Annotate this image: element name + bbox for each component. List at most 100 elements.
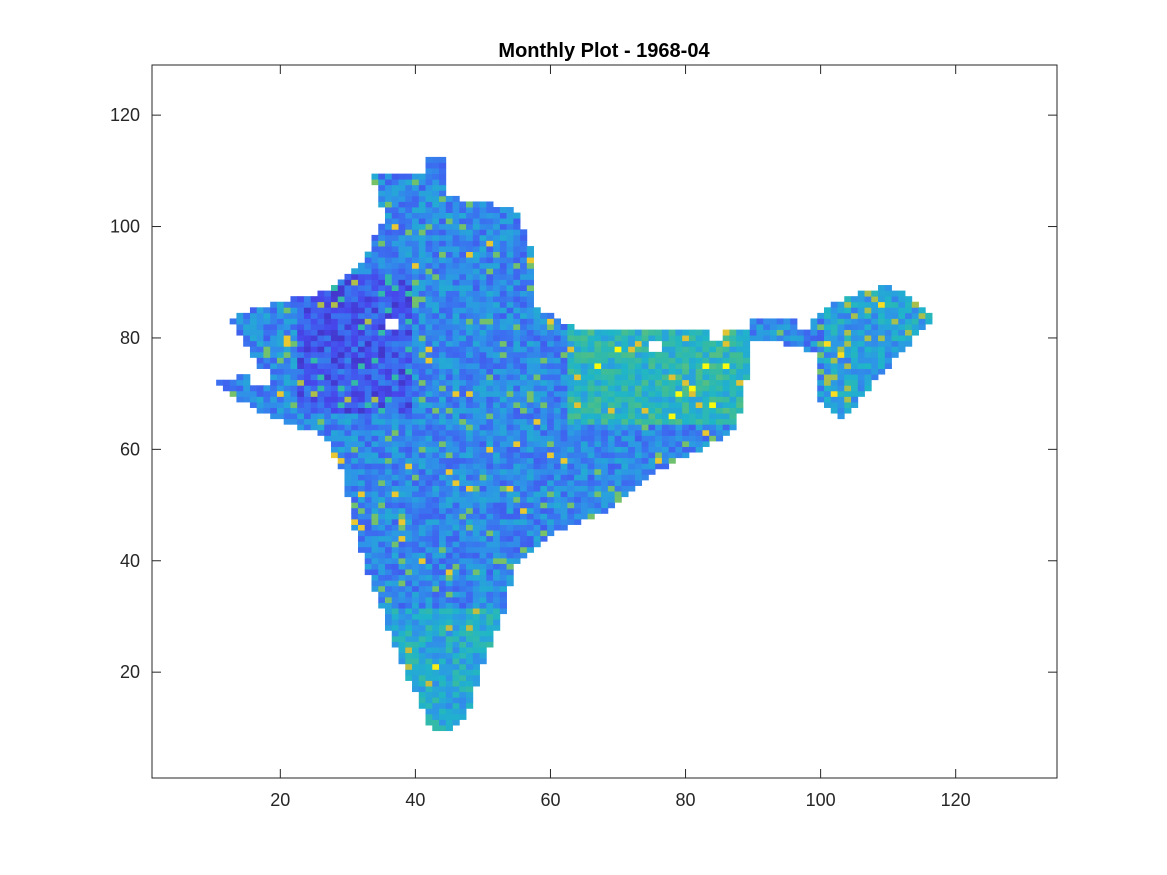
heatmap-cell (479, 452, 487, 459)
heatmap-cell (412, 184, 420, 191)
heatmap-cell (297, 318, 305, 325)
y-tick-label: 120 (110, 105, 140, 125)
heatmap-cell (236, 390, 244, 397)
heatmap-cell (432, 335, 440, 342)
heatmap-cell (398, 619, 406, 626)
heatmap-cell (432, 507, 440, 514)
heatmap-cell (364, 351, 372, 358)
heatmap-cell (722, 357, 730, 364)
heatmap-cell (412, 190, 420, 197)
heatmap-cell (466, 569, 474, 576)
heatmap-cell (290, 357, 298, 364)
heatmap-cell (520, 463, 528, 470)
heatmap-cell (560, 402, 568, 408)
heatmap-cell (466, 324, 474, 330)
heatmap-cell (472, 502, 480, 509)
heatmap-cell (594, 463, 602, 470)
heatmap-cell (547, 329, 555, 336)
heatmap-cell (459, 697, 467, 704)
heatmap-cell (385, 251, 393, 258)
heatmap-cell (884, 307, 892, 314)
heatmap-cell (567, 429, 575, 436)
heatmap-cell (378, 563, 386, 570)
heatmap-cell (540, 413, 548, 420)
heatmap-cell (445, 658, 453, 665)
heatmap-cell (378, 268, 386, 275)
heatmap-cell (486, 301, 494, 308)
heatmap-cell (405, 552, 413, 559)
heatmap-cell (243, 335, 251, 342)
heatmap-cell (385, 351, 393, 358)
heatmap-cell (256, 357, 264, 364)
heatmap-cell (459, 474, 467, 481)
heatmap-cell (439, 546, 447, 553)
heatmap-cell (472, 535, 480, 542)
heatmap-cell (405, 596, 413, 603)
heatmap-cell (688, 396, 697, 403)
heatmap-cell (425, 435, 433, 442)
heatmap-cell (493, 552, 501, 559)
heatmap-cell (371, 329, 379, 336)
heatmap-cell (324, 402, 332, 408)
heatmap-cell (391, 296, 399, 303)
heatmap-cell (418, 418, 426, 425)
heatmap-cell (351, 507, 359, 514)
heatmap-cell (452, 574, 460, 581)
heatmap-cell (432, 223, 440, 230)
heatmap-cell (520, 363, 528, 369)
heatmap-cell (459, 312, 467, 319)
heatmap-cell (486, 418, 494, 425)
heatmap-cell (357, 502, 366, 509)
heatmap-cell (337, 418, 345, 425)
heatmap-cell (459, 357, 467, 364)
heatmap-cell (506, 346, 514, 353)
heatmap-cell (736, 329, 744, 336)
heatmap-cell (493, 212, 501, 219)
heatmap-cell (412, 357, 420, 364)
heatmap-cell (466, 223, 474, 230)
heatmap-cell (479, 207, 487, 214)
heatmap-cell (506, 240, 514, 247)
heatmap-cell (466, 596, 474, 603)
heatmap-cell (547, 312, 555, 319)
heatmap-cell (385, 329, 393, 336)
heatmap-cell (634, 446, 643, 453)
heatmap-cell (445, 535, 453, 542)
heatmap-cell (459, 502, 467, 509)
heatmap-cell (594, 335, 602, 342)
heatmap-cell (385, 173, 393, 180)
heatmap-cell (472, 513, 480, 520)
heatmap-cell (466, 574, 474, 581)
heatmap-cell (324, 368, 332, 375)
heatmap-cell (452, 608, 460, 615)
heatmap-cell (276, 351, 285, 358)
heatmap-cell (547, 452, 555, 459)
heatmap-cell (378, 557, 386, 564)
heatmap-cell (378, 251, 386, 258)
heatmap-cell (520, 340, 528, 347)
heatmap-cell (513, 346, 521, 353)
heatmap-cell (526, 502, 534, 509)
heatmap-cell (513, 485, 521, 492)
heatmap-cell (412, 318, 420, 325)
heatmap-cell (736, 396, 744, 403)
heatmap-cell (857, 340, 865, 347)
heatmap-cell (594, 340, 602, 347)
heatmap-cell (634, 368, 643, 375)
heatmap-cell (236, 396, 244, 403)
heatmap-cell (864, 301, 872, 308)
heatmap-cell (513, 351, 521, 358)
heatmap-cell (493, 619, 501, 626)
heatmap-cell (425, 301, 433, 308)
heatmap-cell (432, 524, 440, 531)
heatmap-cell (432, 201, 440, 208)
heatmap-cell (614, 335, 622, 342)
heatmap-cell (371, 491, 379, 498)
heatmap-cell (371, 574, 379, 581)
heatmap-cell (425, 663, 433, 670)
heatmap-cell (560, 324, 568, 330)
heatmap-cell (695, 357, 703, 364)
heatmap-cell (567, 474, 575, 481)
heatmap-cell (506, 368, 514, 375)
